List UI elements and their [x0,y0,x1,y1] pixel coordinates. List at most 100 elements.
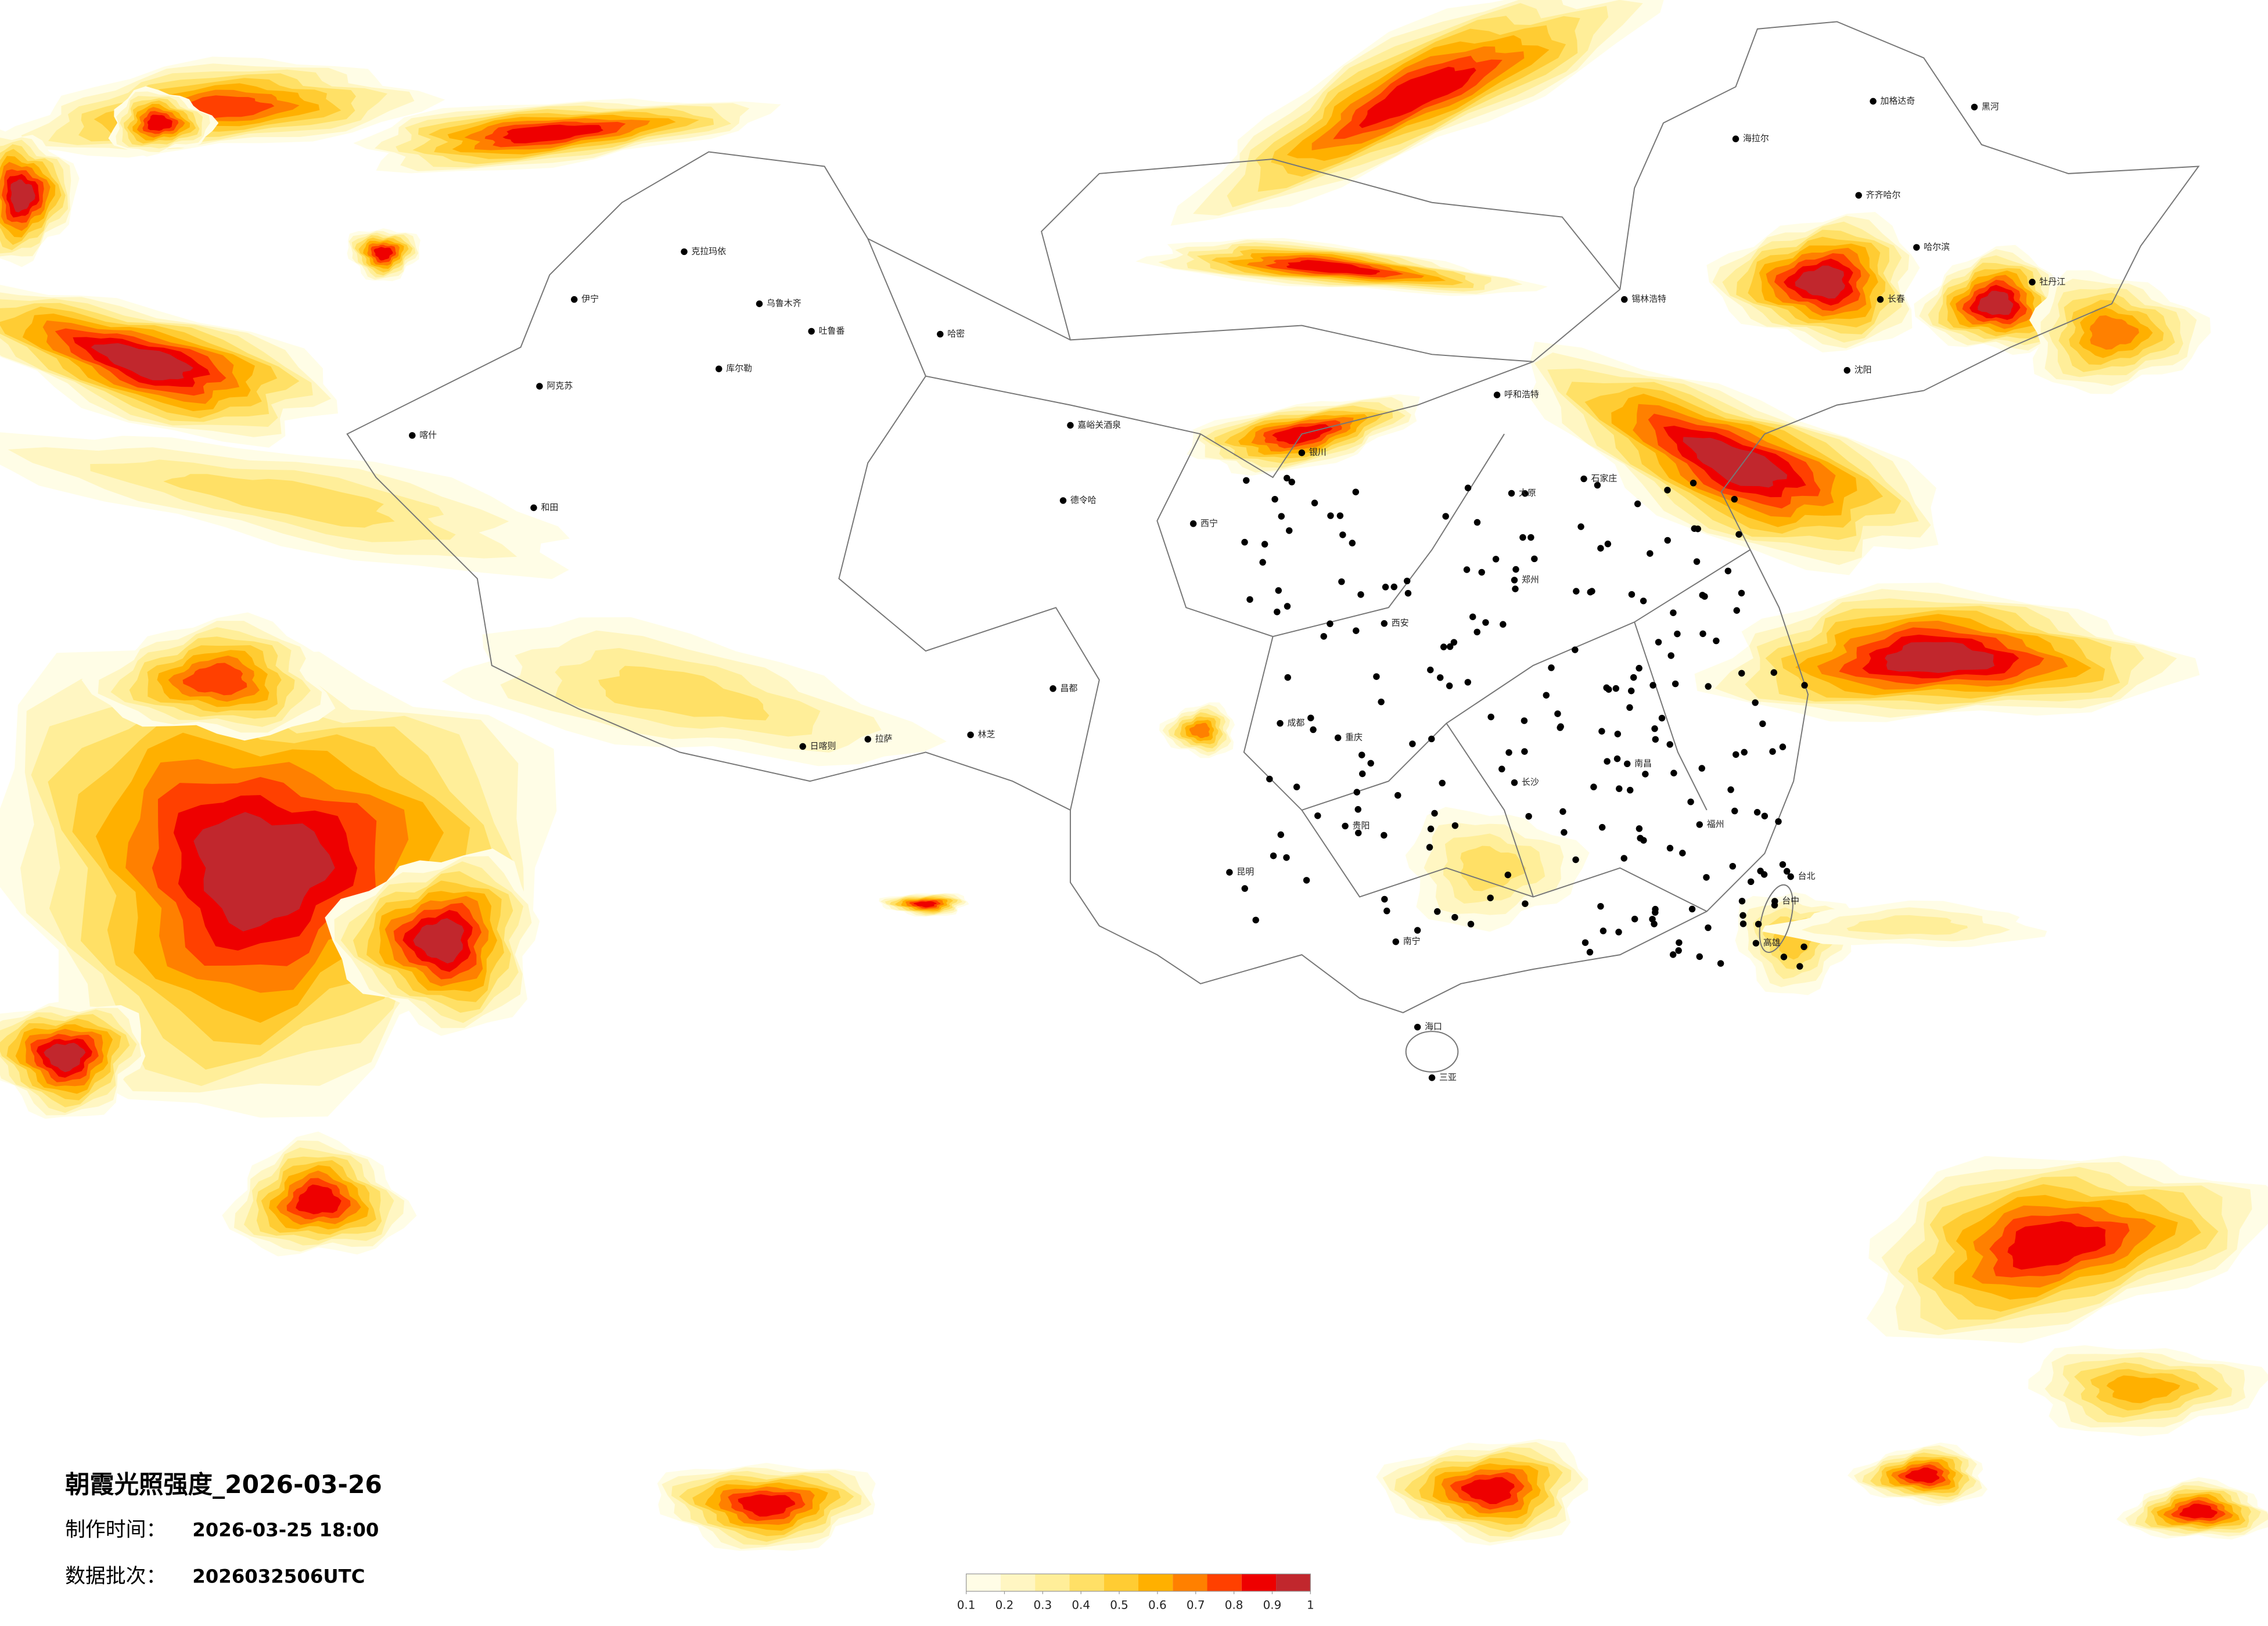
intensity-area [193,812,335,932]
city-dot [1327,620,1334,627]
city-dot [1724,567,1732,574]
city-dot [570,296,578,303]
city-dot [1738,897,1746,905]
city-dot [536,383,543,390]
city-dot [1739,912,1746,919]
city-dot [1508,490,1515,497]
city-dot [1672,680,1679,688]
city-dot [1604,758,1611,765]
city-dot [1428,1074,1436,1081]
city-dot [1275,587,1282,594]
intensity-area [1189,722,1210,738]
city-dot [1505,749,1512,756]
city-dot [1473,628,1480,636]
city-dot [1059,497,1067,504]
city-dot [1270,852,1277,859]
city-dot [1394,792,1401,799]
city-dot [1658,714,1666,722]
city-dot [1770,669,1777,676]
city-dot [1739,920,1747,927]
city-dot [1561,829,1568,836]
city-dot [1620,855,1627,862]
intensity-area [1460,846,1526,891]
intensity-area [373,247,393,261]
city-dot [1741,749,1748,756]
city-dot [1358,751,1365,758]
legend-swatch [966,1574,1001,1592]
city-dot [1414,927,1421,934]
city-label: 和田 [541,502,558,512]
city-dot [1487,713,1494,721]
city-label: 长沙 [1522,777,1539,787]
city-dot [1521,490,1529,497]
city-dot [1373,673,1380,680]
city-dot [1334,734,1342,742]
city-dot [1311,499,1318,506]
legend-tick-label: 1 [1307,1599,1314,1612]
city-dot [1572,646,1579,653]
city-dot [1590,783,1597,790]
legend-swatch [1207,1574,1242,1592]
city-label: 拉萨 [875,733,893,744]
city-dot [1642,771,1649,778]
city-dot [1277,831,1285,839]
city-dot [1511,779,1518,786]
province-border [838,238,1751,912]
city-dot [1392,938,1399,945]
city-dot [1693,558,1701,565]
city-label: 阿克苏 [547,380,573,391]
city-label: 西安 [1392,618,1409,628]
city-label: 三亚 [1439,1072,1457,1082]
city-dot [1427,825,1435,833]
city-dot [1787,873,1794,880]
city-dot [937,330,944,338]
city-dot [1439,779,1446,787]
city-label: 牡丹江 [2040,276,2066,287]
city-dot [1580,475,1587,483]
city-dot [1446,643,1454,650]
city-dot [1588,588,1595,595]
intensity-area [913,901,937,908]
city-label: 克拉玛依 [691,246,726,256]
city-dot [1390,583,1398,591]
city-dot [1577,523,1584,530]
city-dot [1713,637,1720,645]
intensity-area [91,343,193,380]
borders [346,21,2200,1073]
city-dot [1735,531,1742,538]
city-dot [1796,963,1803,970]
city-dot [1738,670,1745,677]
city-label: 吐鲁番 [819,325,845,336]
intensity-area [296,1184,342,1215]
city-dot [1511,577,1518,584]
city-dot [1757,868,1764,875]
city-dot [1666,741,1673,748]
intensity-area [10,179,35,213]
city-dot [1843,366,1851,374]
city-dot [1667,652,1674,659]
legend-frame [965,1573,1311,1592]
city-dot [1855,192,1862,199]
city-dot [1353,627,1360,634]
city-dot [1473,519,1481,526]
city-dot [967,731,974,739]
city-dot [1727,786,1734,793]
city-label: 林芝 [978,729,995,739]
city-dot [1354,806,1361,813]
city-dot [1049,685,1056,692]
legend-tick-label: 0.4 [1072,1599,1090,1612]
intensity-area [44,1042,86,1073]
city-dot [1676,939,1683,946]
intensity-area [147,114,172,131]
city-dot [864,736,871,743]
city-dot [1557,723,1564,731]
city-dot [1705,924,1712,931]
city-label: 喀什 [419,430,437,440]
intensity-area [2089,315,2140,350]
city-label: 库尔勒 [726,363,752,373]
city-dot [1428,735,1435,743]
city-dot [1624,760,1631,768]
city-dot [1378,698,1385,706]
city-dot [1241,885,1248,892]
